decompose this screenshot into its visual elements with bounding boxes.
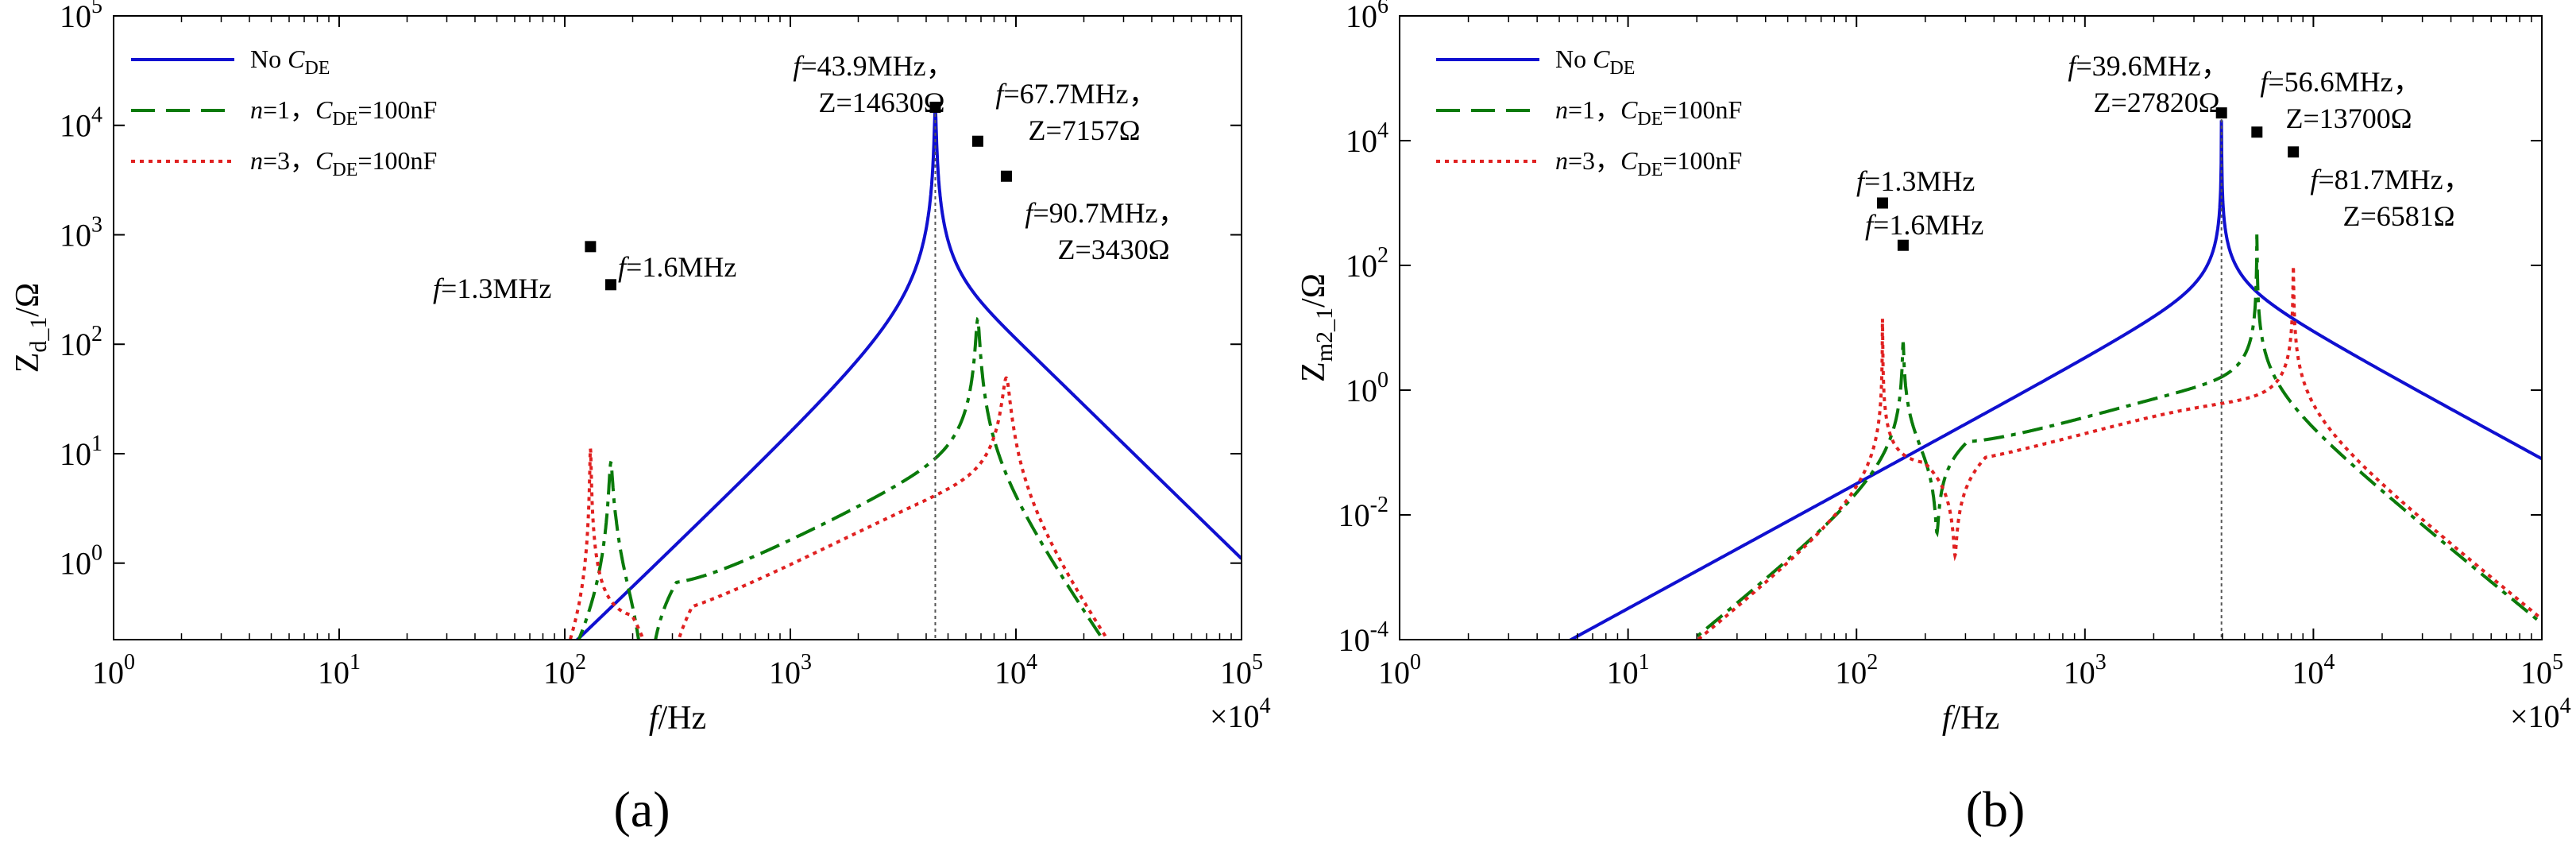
peak-marker-4 — [2251, 126, 2263, 138]
annotation-3-value: Z=14630Ω — [818, 87, 944, 118]
plot-frame — [113, 15, 1242, 640]
plot-frame — [1399, 15, 2543, 640]
x-tick-label: 104 — [2292, 650, 2335, 690]
y-tick-label: 104 — [60, 103, 102, 144]
series-line-1 — [1567, 120, 2542, 640]
legend-entry-3: n=3，CDE=100nF — [1555, 146, 1742, 180]
y-tick-label: 100 — [60, 541, 102, 582]
x-tick-label: 100 — [92, 650, 135, 690]
x-tick-label: 103 — [769, 650, 812, 690]
y-tick-label: 104 — [1346, 118, 1388, 159]
annotation-3: f=39.6MHz， — [2068, 50, 2229, 82]
x-tick-label: 102 — [1835, 650, 1878, 690]
annotation-1: f=1.3MHz — [1856, 165, 1975, 197]
annotation-5: f=81.7MHz， — [2310, 164, 2471, 195]
legend-entry-2: n=1，CDE=100nF — [250, 95, 437, 130]
y-tick-label: 103 — [60, 212, 102, 253]
series-line-1 — [575, 106, 1242, 640]
y-tick-label: 105 — [60, 0, 102, 34]
series-line-2 — [1690, 234, 2542, 640]
annotation-3-value: Z=27820Ω — [2093, 87, 2219, 118]
annotation-4: f=67.7MHz， — [995, 78, 1157, 110]
peak-marker-1 — [1876, 197, 1888, 209]
legend-entry-1: No CDE​ — [250, 44, 330, 79]
y-tick-label: 10-2 — [1338, 493, 1388, 533]
peak-marker-5 — [1000, 170, 1012, 182]
legend-entry-2: n=1，CDE=100nF — [1555, 95, 1742, 130]
x-tick-label: 103 — [2064, 650, 2107, 690]
x-axis-label: f/Hz — [1942, 700, 1999, 737]
x-tick-label: 101 — [318, 650, 361, 690]
x-tick-label: 102 — [543, 650, 586, 690]
panel-label-b: (b) — [1966, 781, 2026, 837]
annotation-5: f=90.7MHz， — [1025, 197, 1186, 229]
peak-marker-2 — [1897, 239, 1909, 251]
y-tick-label: 100 — [1346, 368, 1388, 408]
annotation-5-value: Z=3430Ω — [1057, 234, 1169, 265]
x-tick-label: 100 — [1378, 650, 1421, 690]
y-tick-label: 101 — [60, 431, 102, 472]
legend-entry-1: No CDE​ — [1555, 44, 1635, 79]
peak-marker-1 — [585, 241, 597, 253]
peak-marker-4 — [971, 135, 983, 147]
y-axis-label: Zd_1/Ω — [10, 283, 52, 373]
annotation-2: f=1.6MHz — [1865, 209, 1983, 241]
peak-marker-2 — [604, 279, 616, 291]
annotation-5-value: Z=6581Ω — [2342, 200, 2454, 232]
y-tick-label: 102 — [60, 322, 102, 362]
annotation-2: f=1.6MHz — [618, 251, 736, 283]
annotation-1: f=1.3MHz — [433, 273, 551, 304]
panel-label-a: (a) — [613, 781, 670, 837]
peak-marker-3 — [2215, 107, 2227, 119]
peak-marker-3 — [929, 101, 941, 113]
x-multiplier-label: ×104 — [2510, 694, 2571, 734]
annotation-3: f=43.9MHz， — [793, 50, 954, 82]
series-line-3 — [568, 376, 1110, 640]
chart-b: 100 101 102 103 104 105 10-4 10-2 100 102 104 106 ×1… — [1296, 0, 2571, 737]
y-tick-label: 106 — [1346, 0, 1388, 34]
x-tick-label: 105 — [1220, 650, 1263, 690]
x-tick-label: 104 — [994, 650, 1037, 690]
x-tick-label: 101 — [1607, 650, 1650, 690]
peak-marker-5 — [2288, 146, 2300, 158]
y-axis-label: Zm2_1/Ω — [1296, 273, 1338, 382]
annotation-4-value: Z=7157Ω — [1028, 114, 1140, 146]
x-multiplier-label: ×104 — [1210, 694, 1271, 734]
annotation-4-value: Z=13700Ω — [2285, 103, 2412, 134]
series-line-2 — [577, 316, 1105, 640]
legend-entry-3: n=3，CDE=100nF — [250, 146, 437, 180]
x-axis-label: f/Hz — [649, 700, 706, 737]
series-line-3 — [1695, 265, 2542, 640]
chart-a: 100 101 102 103 104 105100101102103104105×104… — [10, 0, 1271, 737]
annotation-4: f=56.6MHz， — [2260, 66, 2421, 98]
y-tick-label: 102 — [1346, 243, 1388, 284]
x-tick-label: 105 — [2520, 650, 2563, 690]
y-tick-label: 10-4 — [1338, 617, 1388, 658]
